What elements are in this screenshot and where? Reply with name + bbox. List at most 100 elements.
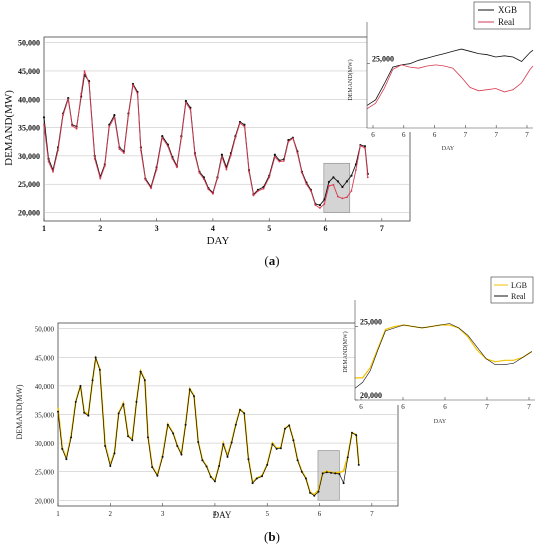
series-real-point (234, 423, 237, 426)
series-real-point (209, 475, 212, 478)
series-xgb-point (327, 180, 331, 184)
panel-b-caption: (b) (264, 529, 280, 544)
series-xgb-point (161, 134, 164, 138)
y-tick-label: 25,000 (35, 469, 55, 477)
series-real-point (93, 157, 96, 160)
series-real-point (74, 400, 77, 403)
series-real-point (108, 125, 111, 128)
y-tick-label: 20,000 (35, 497, 55, 505)
series-xgb-point (336, 180, 340, 183)
series-real-point (83, 70, 86, 72)
series-real-point (221, 156, 223, 158)
series-real-point (366, 176, 369, 179)
series-real-point (175, 166, 178, 169)
series-real-point (201, 459, 204, 462)
x-tick-label: 1 (42, 224, 46, 233)
panel-b-inset-series (354, 323, 533, 389)
series-real-point (346, 196, 348, 199)
inset-series-xgb-line (366, 48, 534, 106)
panel-a-y-ticks: 20,000 25,000 30,000 35,000 40,000 45,000 50,0… (18, 39, 40, 218)
series-real-point (248, 170, 250, 173)
series-real-point (144, 178, 147, 181)
series-real-point (155, 168, 158, 171)
series-real-point (216, 177, 219, 180)
series-real-point (156, 474, 159, 477)
y-tick-label: 45,000 (18, 67, 40, 76)
series-real-point (91, 379, 94, 382)
series-real-point (282, 160, 285, 162)
panel-b-inset-x-label: DAY (434, 419, 447, 425)
series-real-point (184, 423, 187, 426)
series-real-point (123, 152, 125, 154)
series-real-point (319, 207, 321, 209)
y-tick-label: 35,000 (35, 412, 55, 420)
series-real-point (197, 440, 200, 443)
x-tick-label: 7 (380, 224, 384, 233)
series-real-point (292, 439, 295, 442)
series-real-point (251, 482, 254, 485)
y-tick-label: 40,000 (18, 95, 40, 104)
series-xgb-point (345, 180, 349, 183)
series-real-point (317, 490, 320, 493)
inset-series-real-line (366, 64, 534, 110)
series-real-point (166, 423, 169, 426)
series-real-point (198, 171, 201, 174)
panel-b-x-ticks: 1 2 3 4 5 6 7 (56, 503, 374, 518)
inset-x-tick-label: 7 (464, 131, 468, 139)
series-real-point (150, 187, 152, 190)
inset-y-tick-label: 20,000 (360, 391, 382, 400)
series-real-point (275, 447, 278, 450)
series-real-point (103, 165, 106, 167)
series-real-point (273, 156, 276, 158)
series-real-point (296, 459, 299, 462)
series-xgb-point (318, 204, 322, 207)
series-real-point (226, 455, 229, 458)
series-real-point (296, 152, 299, 154)
series-real-point (62, 114, 65, 117)
series-real-point (346, 456, 349, 459)
legend-real-label: Real (498, 17, 515, 27)
series-xgb-point (184, 99, 187, 103)
series-real-point (67, 98, 70, 101)
series-real-point (94, 356, 97, 359)
series-real-point (57, 149, 59, 152)
series-real-point (284, 427, 287, 430)
series-real-point (213, 480, 216, 483)
series-real-point (279, 447, 282, 450)
panel-a-gridlines (44, 42, 410, 213)
series-real-point (80, 92, 83, 95)
panel-b-inset-y-label: DEMAND(MW) (342, 331, 349, 372)
series-real-point (61, 447, 64, 450)
series-real-point (266, 463, 269, 466)
series-real-point (247, 458, 250, 461)
panel-a-inset-x-label: DAY (442, 146, 455, 152)
series-real-point (161, 136, 164, 139)
series-real-point (278, 160, 281, 163)
series-real-point (146, 436, 149, 439)
series-xgb-point (273, 153, 276, 156)
panel-b-inset-y-ticks: 20,000 25,000 (355, 317, 382, 401)
inset-x-tick-label: 7 (494, 131, 498, 139)
series-real-point (243, 125, 246, 128)
series-real-line (43, 70, 369, 209)
series-real-point (180, 136, 183, 139)
series-real-point (309, 491, 312, 494)
series-real-point (323, 203, 326, 205)
series-real-point (330, 471, 333, 474)
series-real-point (188, 388, 191, 391)
series-real-point (342, 482, 345, 485)
panel-a-x-axis-label: DAY (207, 235, 230, 247)
series-xgb-point (42, 116, 46, 119)
zoom-highlight-box (323, 162, 351, 213)
series-xgb-point (220, 153, 224, 156)
y-tick-label: 30,000 (35, 440, 55, 448)
inset-x-tick-label: 6 (359, 403, 363, 411)
panel-a-inset-y-ticks: 25,000 (367, 55, 394, 65)
series-real-point (234, 136, 237, 139)
panel-a-inset-y-label: DEMAND(MW) (347, 59, 354, 100)
series-real-point (139, 370, 142, 373)
series-real-point (205, 465, 208, 468)
legend-real-label-b: Real (511, 292, 526, 301)
x-tick-label: 6 (318, 510, 322, 518)
